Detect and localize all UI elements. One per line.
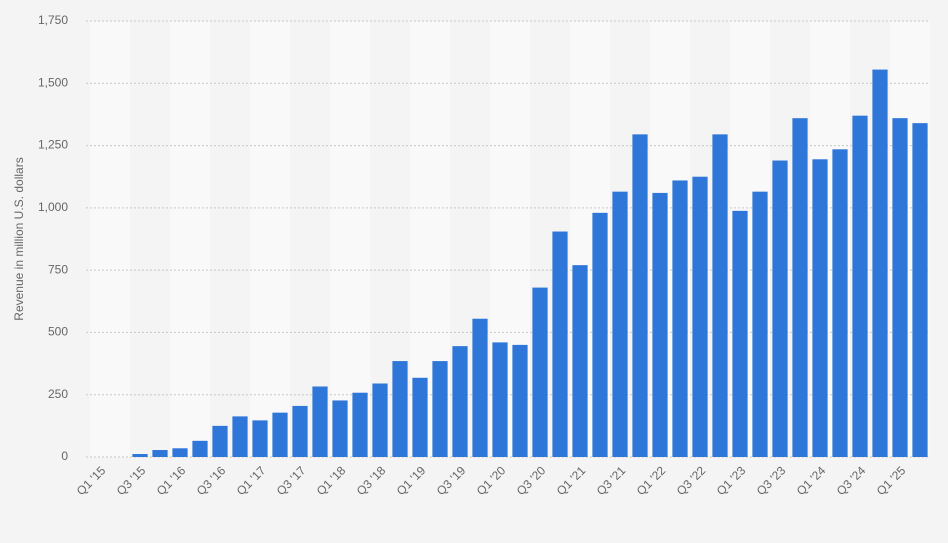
bar: [172, 448, 188, 457]
bar: [252, 420, 268, 457]
bar: [532, 287, 548, 457]
y-tick-label: 500: [48, 325, 68, 339]
bar: [392, 361, 408, 457]
bar: [492, 342, 508, 457]
bar: [832, 149, 848, 457]
y-tick-label: 1,500: [38, 75, 68, 89]
bar: [772, 160, 788, 457]
y-tick-label: 0: [61, 449, 68, 463]
bar: [512, 344, 528, 457]
bar: [872, 69, 888, 457]
bar: [352, 392, 368, 457]
bar: [152, 450, 168, 457]
bar: [292, 405, 308, 457]
bar: [472, 318, 488, 457]
bar: [452, 346, 468, 457]
bar: [812, 159, 828, 457]
bar: [312, 386, 328, 457]
bar: [712, 134, 728, 458]
y-tick-label: 250: [48, 387, 68, 401]
bar: [652, 192, 668, 457]
y-tick-label: 1,750: [38, 13, 68, 27]
bar: [892, 118, 908, 457]
bar: [272, 412, 288, 457]
y-axis-label: Revenue in million U.S. dollars: [12, 157, 26, 320]
bar: [332, 400, 348, 457]
bar: [372, 383, 388, 457]
stripe: [170, 21, 210, 457]
bar: [612, 191, 628, 458]
stripe: [330, 21, 370, 457]
bar: [732, 210, 748, 457]
bar: [212, 425, 228, 457]
bar: [912, 123, 928, 458]
bar: [792, 118, 808, 457]
bar: [632, 134, 648, 458]
bar: [672, 180, 688, 458]
bar: [412, 377, 428, 457]
bar: [572, 265, 588, 457]
y-tick-label: 1,250: [38, 138, 68, 152]
y-tick-label: 750: [48, 262, 68, 276]
bar: [692, 176, 708, 457]
bar: [592, 212, 608, 457]
bar: [852, 115, 868, 457]
bar: [552, 231, 568, 457]
stripe: [250, 21, 290, 457]
y-tick-label: 1,000: [38, 200, 68, 214]
bar: [192, 440, 208, 457]
bar: [132, 454, 148, 457]
stripe: [90, 21, 130, 457]
bar: [232, 416, 248, 457]
bar: [432, 361, 448, 457]
bar: [752, 191, 768, 458]
